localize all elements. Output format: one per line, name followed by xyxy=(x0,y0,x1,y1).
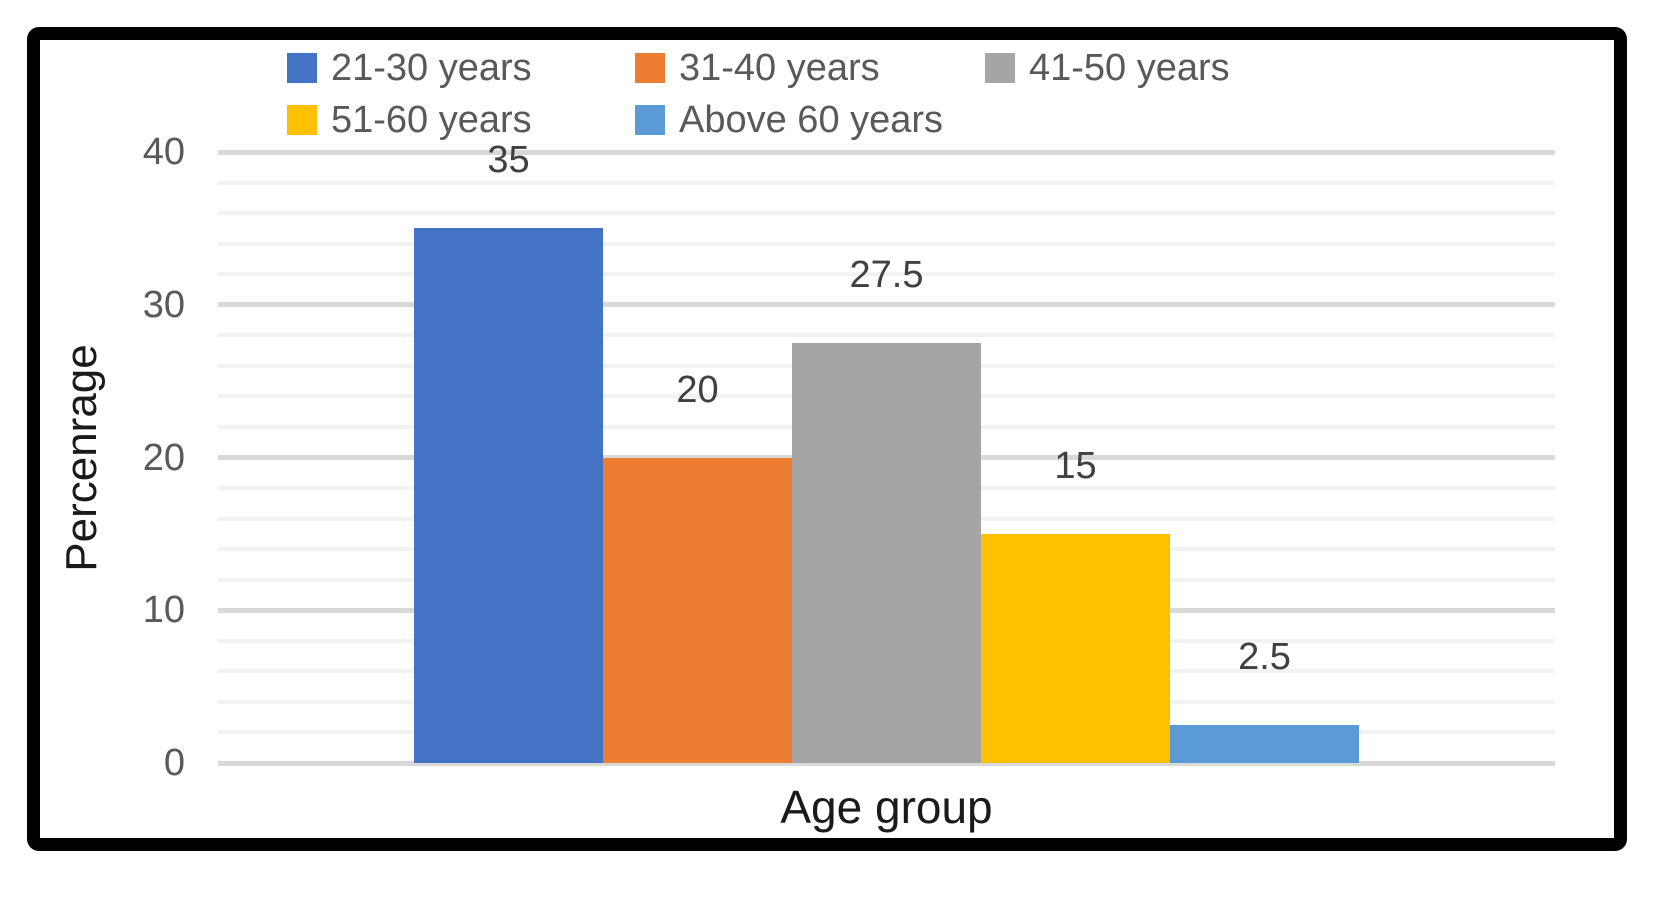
legend: 21-30 years 31-40 years 41-50 years 51-60 y… xyxy=(287,46,1230,142)
y-tick-label-0: 0 xyxy=(163,742,185,784)
data-label-21-30-years: 35 xyxy=(487,139,530,182)
data-label-41-50-years: 27.5 xyxy=(849,253,924,296)
y-axis-title: Percenrage xyxy=(57,343,106,572)
x-axis-title: Age group xyxy=(780,781,993,833)
bar-21-30-years xyxy=(414,228,603,763)
bar-51-60-years xyxy=(981,533,1170,763)
minor-gridline xyxy=(218,272,1555,277)
major-gridline xyxy=(218,302,1555,308)
legend-label-21-30-years: 21-30 years xyxy=(331,47,532,89)
legend-item-31-40-years: 31-40 years xyxy=(635,49,985,87)
minor-gridline xyxy=(218,241,1555,246)
legend-swatch-icon-above-60-years xyxy=(635,105,665,135)
legend-label-41-50-years: 41-50 years xyxy=(1029,47,1230,89)
bar-31-40-years xyxy=(603,457,792,763)
bar-above-60-years xyxy=(1170,724,1359,763)
legend-swatch-icon-21-30-years xyxy=(287,53,317,83)
y-tick-label-10: 10 xyxy=(142,589,185,632)
y-tick-label-20: 20 xyxy=(142,436,185,479)
y-tick-label-30: 30 xyxy=(142,283,185,326)
legend-label-above-60-years: Above 60 years xyxy=(679,99,944,141)
legend-label-31-40-years: 31-40 years xyxy=(679,47,880,89)
data-label-51-60-years: 15 xyxy=(1054,444,1097,487)
legend-item-41-50-years: 41-50 years xyxy=(985,49,1230,87)
data-label-above-60-years: 2.5 xyxy=(1238,635,1291,678)
minor-gridline xyxy=(218,333,1555,338)
minor-gridline xyxy=(218,211,1555,216)
legend-label-51-60-years: 51-60 years xyxy=(331,99,532,141)
legend-swatch-icon-51-60-years xyxy=(287,105,317,135)
legend-item-above-60-years: Above 60 years xyxy=(635,101,985,139)
legend-swatch-icon-31-40-years xyxy=(635,53,665,83)
legend-swatch-icon-41-50-years xyxy=(985,53,1015,83)
major-gridline xyxy=(218,149,1555,155)
minor-gridline xyxy=(218,180,1555,185)
x-axis-line xyxy=(218,760,1555,766)
legend-item-51-60-years: 51-60 years xyxy=(287,101,635,139)
y-tick-label-40: 40 xyxy=(142,131,185,173)
data-label-31-40-years: 20 xyxy=(676,368,719,411)
bar-41-50-years xyxy=(792,342,981,763)
legend-item-21-30-years: 21-30 years xyxy=(287,49,635,87)
